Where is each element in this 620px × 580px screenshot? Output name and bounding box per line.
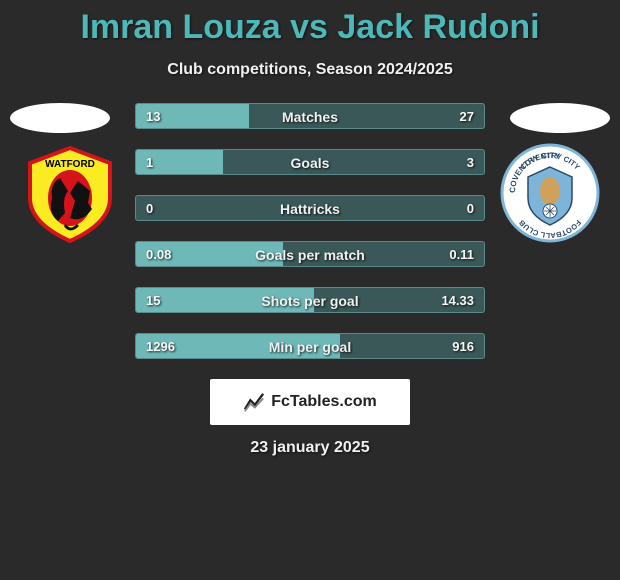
subtitle: Club competitions, Season 2024/2025 [0, 61, 620, 79]
stat-value-left: 1296 [136, 334, 185, 358]
chart-icon [243, 391, 265, 413]
svg-text:WATFORD: WATFORD [45, 159, 95, 170]
stat-value-right: 27 [450, 104, 484, 128]
stat-row: Goals1 3 [135, 149, 485, 175]
stat-value-right: 916 [442, 334, 484, 358]
stat-label: Min per goal [136, 334, 484, 358]
date-label: 23 january 2025 [0, 439, 620, 457]
player-right-ellipse [510, 103, 610, 133]
attribution-badge: FcTables.com [210, 379, 410, 425]
stat-value-left: 13 [136, 104, 170, 128]
stat-label: Hattricks [136, 196, 484, 220]
stat-value-left: 0.08 [136, 242, 181, 266]
stat-row: Hattricks0 0 [135, 195, 485, 221]
stat-row: Goals per match0.08 0.11 [135, 241, 485, 267]
stat-value-left: 0 [136, 196, 163, 220]
stat-label: Matches [136, 104, 484, 128]
stat-value-right: 3 [457, 150, 484, 174]
club-badge-coventry: COVENTRY CITY COVENTRY CITY FOOTBALL CLU… [500, 143, 600, 243]
stat-value-left: 15 [136, 288, 170, 312]
player-left-ellipse [10, 103, 110, 133]
stat-row: Min per goal1296 916 [135, 333, 485, 359]
stat-row: Shots per goal1514.33 [135, 287, 485, 313]
stat-value-right: 0.11 [439, 242, 484, 266]
stat-value-left: 1 [136, 150, 163, 174]
attribution-text: FcTables.com [271, 393, 377, 411]
page-title: Imran Louza vs Jack Rudoni [0, 8, 620, 47]
club-badge-watford: WATFORD [20, 143, 120, 243]
stat-value-right: 0 [457, 196, 484, 220]
stat-value-right: 14.33 [431, 288, 484, 312]
stat-label: Goals [136, 150, 484, 174]
comparison-chart: WATFORD COVENTRY CITY COVENTRY CITY F [0, 103, 620, 359]
stat-row: Matches13 27 [135, 103, 485, 129]
stat-label: Goals per match [136, 242, 484, 266]
